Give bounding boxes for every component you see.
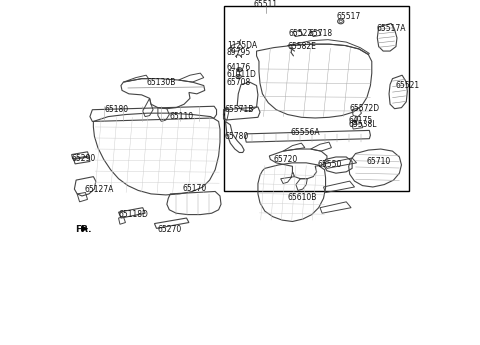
Text: 65571B: 65571B [225,105,254,114]
Bar [225,6,409,191]
Text: 65708: 65708 [227,78,251,87]
Text: 61011D: 61011D [227,70,257,79]
Text: 65521: 65521 [396,81,420,90]
Text: 65180: 65180 [105,105,129,114]
Text: 65550: 65550 [318,160,342,169]
Text: 65517A: 65517A [376,24,406,33]
Text: 65110: 65110 [169,112,193,121]
Text: 65720: 65720 [274,155,298,164]
Text: 65118D: 65118D [119,210,148,219]
Text: 65780: 65780 [225,132,249,141]
Text: 65517: 65517 [336,12,361,21]
Text: 89795: 89795 [227,48,251,57]
Text: 65582E: 65582E [288,42,316,51]
Text: 65270: 65270 [158,225,182,234]
Text: FR.: FR. [75,225,92,234]
Text: 65610B: 65610B [288,193,317,202]
Text: 65572D: 65572D [350,104,380,113]
Text: 65556A: 65556A [290,128,320,137]
Text: 64175: 64175 [348,116,373,125]
Text: 65127A: 65127A [84,185,113,194]
Text: 65718: 65718 [308,29,333,38]
Text: 65522: 65522 [288,29,312,38]
Text: 65130B: 65130B [146,78,176,87]
Text: 65170: 65170 [182,184,206,193]
Text: 1125DA: 1125DA [227,41,257,50]
Text: 65290: 65290 [72,154,96,162]
Text: 65538L: 65538L [348,120,377,129]
Text: 64176: 64176 [227,63,251,72]
Text: 65710: 65710 [367,157,391,166]
Text: 65511: 65511 [254,0,278,9]
